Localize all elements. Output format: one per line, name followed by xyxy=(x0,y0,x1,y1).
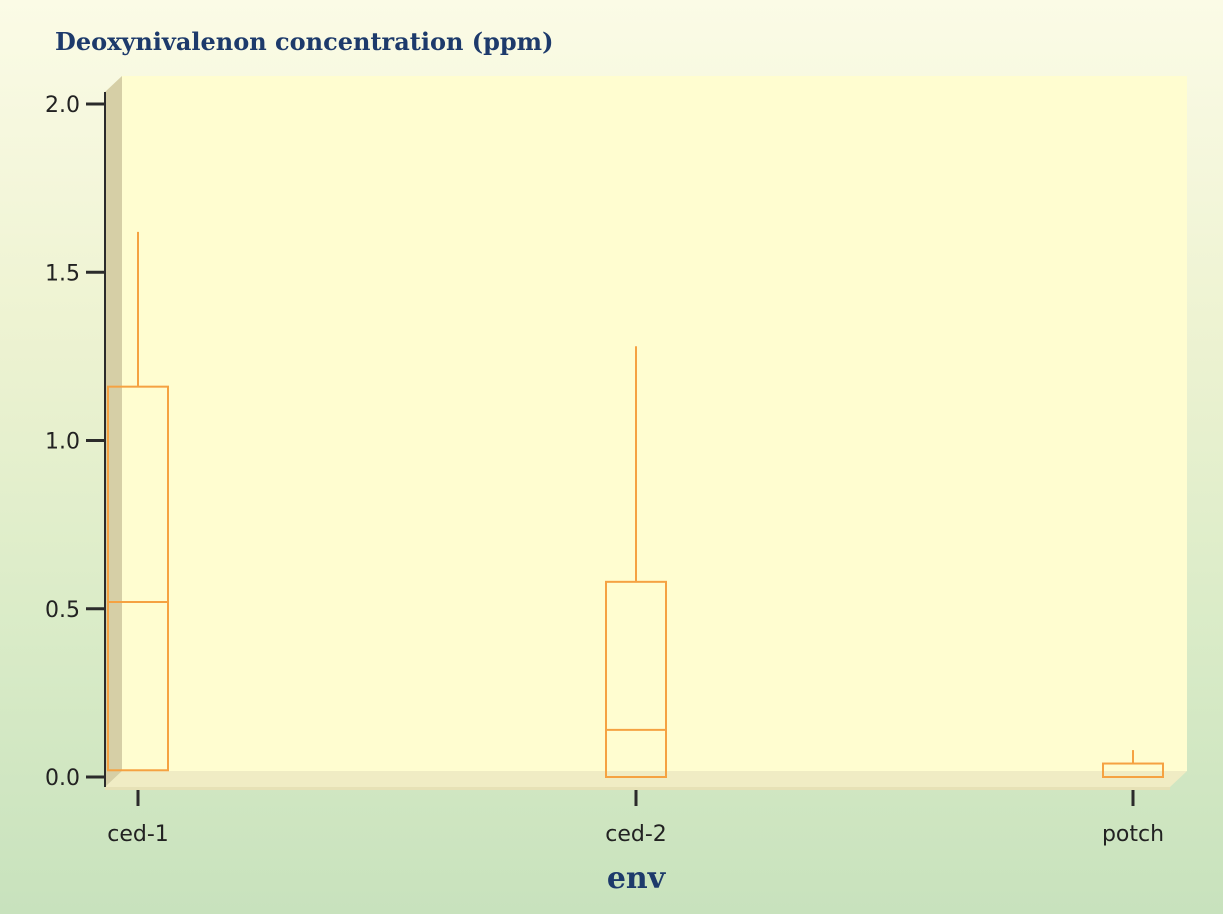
iqr-box xyxy=(605,580,667,779)
box-ced-1 xyxy=(107,231,169,772)
plot-back-panel xyxy=(122,76,1187,771)
plot-front-edge xyxy=(105,787,1170,790)
iqr-box xyxy=(107,385,169,772)
x-axis-ticks: ced-1 ced-2 potch xyxy=(107,790,1164,847)
box-potch xyxy=(1102,750,1164,778)
plot-floor xyxy=(105,771,1187,787)
box-ced-2 xyxy=(605,346,667,779)
y-axis-ticks: 0.0 0.5 1.0 1.5 2.0 xyxy=(45,93,105,791)
y-axis-label: Deoxynivalenon concentration (ppm) xyxy=(55,27,553,56)
x-tick-label: ced-2 xyxy=(605,822,667,847)
y-tick-label: 1.0 xyxy=(45,430,80,455)
box-series xyxy=(107,231,1164,779)
y-tick-label: 1.5 xyxy=(45,261,80,286)
y-tick-label: 0.0 xyxy=(45,766,80,791)
x-tick-label: ced-1 xyxy=(107,822,169,847)
x-axis-label: env xyxy=(607,861,667,896)
x-tick-label: potch xyxy=(1102,822,1164,847)
y-tick-label: 0.5 xyxy=(45,598,80,623)
plot-left-wall xyxy=(105,76,122,787)
y-tick-label: 2.0 xyxy=(45,93,80,118)
